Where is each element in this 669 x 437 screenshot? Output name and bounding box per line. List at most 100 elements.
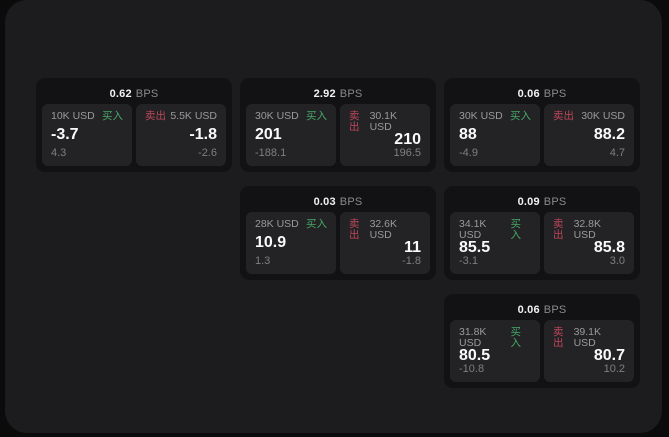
quote-card: 0.06 BPS 30K USD 买入 88 -4.9 卖出 30K USD 8… bbox=[444, 78, 640, 172]
sell-side-label: 卖出 bbox=[145, 110, 166, 122]
sell-side-label: 卖出 bbox=[349, 110, 360, 133]
buy-panel[interactable]: 34.1K USD 买入 85.5 -3.1 bbox=[450, 212, 540, 274]
sell-side-label: 卖出 bbox=[553, 110, 574, 122]
sell-panel-top: 卖出 32.8K USD bbox=[553, 219, 625, 240]
sell-panel[interactable]: 卖出 32.6K USD 11 -1.8 bbox=[340, 212, 430, 274]
sell-delta-value: 3.0 bbox=[609, 255, 625, 267]
sell-main-value: 210 bbox=[394, 131, 421, 148]
sell-panel[interactable]: 卖出 30K USD 88.2 4.7 bbox=[544, 104, 634, 166]
sell-panel[interactable]: 卖出 39.1K USD 80.7 10.2 bbox=[544, 320, 634, 382]
buy-delta-value: -4.9 bbox=[459, 147, 478, 159]
buy-side-label: 买入 bbox=[306, 110, 327, 122]
bps-value: 0.09 bbox=[517, 196, 540, 208]
quote-sub-panels: 30K USD 买入 88 -4.9 卖出 30K USD 88.2 4.7 bbox=[450, 104, 634, 166]
bps-value: 0.06 bbox=[517, 88, 540, 100]
buy-delta-value: 4.3 bbox=[51, 147, 67, 159]
sell-delta-value: 4.7 bbox=[609, 147, 625, 159]
bps-header: 0.62 BPS bbox=[42, 84, 226, 104]
app-panel: 0.62 BPS 10K USD 买入 -3.7 4.3 卖出 5.5K USD… bbox=[5, 0, 662, 433]
buy-main-value: 88 bbox=[459, 125, 477, 143]
buy-side-label: 买入 bbox=[306, 218, 327, 230]
buy-side-label: 买入 bbox=[510, 110, 531, 122]
sell-delta-value: 196.5 bbox=[393, 147, 421, 159]
buy-side-label: 买入 bbox=[102, 110, 123, 122]
buy-delta-value: -188.1 bbox=[255, 147, 287, 159]
buy-panel-top: 30K USD 买入 bbox=[255, 111, 327, 122]
sell-amount: 32.8K USD bbox=[573, 218, 602, 241]
sell-main-value: 80.7 bbox=[593, 347, 625, 364]
sell-panel-top: 卖出 30K USD bbox=[553, 111, 625, 122]
quote-card: 0.62 BPS 10K USD 买入 -3.7 4.3 卖出 5.5K USD… bbox=[36, 78, 232, 172]
sell-side-label: 卖出 bbox=[553, 326, 564, 349]
sell-panel-top: 卖出 5.5K USD bbox=[145, 111, 217, 122]
buy-panel[interactable]: 30K USD 买入 88 -4.9 bbox=[450, 104, 540, 166]
buy-panel-top: 34.1K USD 买入 bbox=[459, 219, 531, 240]
buy-main-value: -3.7 bbox=[51, 125, 79, 143]
buy-panel-top: 28K USD 买入 bbox=[255, 219, 327, 230]
quote-sub-panels: 30K USD 买入 201 -188.1 卖出 30.1K USD 210 1… bbox=[246, 104, 430, 166]
buy-panel[interactable]: 28K USD 买入 10.9 1.3 bbox=[246, 212, 336, 274]
sell-delta-value: -1.8 bbox=[402, 255, 421, 267]
sell-amount: 5.5K USD bbox=[170, 110, 217, 122]
quote-card: 0.03 BPS 28K USD 买入 10.9 1.3 卖出 32.6K US… bbox=[240, 186, 436, 280]
quote-card: 2.92 BPS 30K USD 买入 201 -188.1 卖出 30.1K … bbox=[240, 78, 436, 172]
buy-amount: 10K USD bbox=[51, 110, 95, 122]
buy-delta-value: -10.8 bbox=[459, 363, 485, 375]
buy-panel-top: 31.8K USD 买入 bbox=[459, 327, 531, 348]
quote-sub-panels: 31.8K USD 买入 80.5 -10.8 卖出 39.1K USD 80.… bbox=[450, 320, 634, 382]
sell-amount: 30.1K USD bbox=[369, 110, 398, 133]
sell-panel-top: 卖出 32.6K USD bbox=[349, 219, 421, 240]
bps-header: 0.06 BPS bbox=[450, 300, 634, 320]
sell-main-value: -1.8 bbox=[189, 125, 217, 143]
buy-main-value: 201 bbox=[255, 125, 282, 143]
buy-panel-top: 10K USD 买入 bbox=[51, 111, 123, 122]
bps-unit-label: BPS bbox=[543, 304, 567, 316]
buy-delta-value: 1.3 bbox=[255, 255, 271, 267]
bps-header: 2.92 BPS bbox=[246, 84, 430, 104]
bps-header: 0.06 BPS bbox=[450, 84, 634, 104]
bps-unit-label: BPS bbox=[135, 88, 159, 100]
bps-header: 0.09 BPS bbox=[450, 192, 634, 212]
bps-header: 0.03 BPS bbox=[246, 192, 430, 212]
quote-sub-panels: 28K USD 买入 10.9 1.3 卖出 32.6K USD 11 -1.8 bbox=[246, 212, 430, 274]
bps-value: 0.62 bbox=[109, 88, 132, 100]
sell-amount: 32.6K USD bbox=[369, 218, 398, 241]
bps-unit-label: BPS bbox=[339, 196, 363, 208]
sell-panel[interactable]: 卖出 32.8K USD 85.8 3.0 bbox=[544, 212, 634, 274]
sell-side-label: 卖出 bbox=[553, 218, 564, 241]
buy-main-value: 10.9 bbox=[255, 233, 287, 251]
quote-sub-panels: 10K USD 买入 -3.7 4.3 卖出 5.5K USD -1.8 -2.… bbox=[42, 104, 226, 166]
sell-main-value: 11 bbox=[404, 239, 421, 256]
quote-card: 0.06 BPS 31.8K USD 买入 80.5 -10.8 卖出 39.1… bbox=[444, 294, 640, 388]
sell-panel-top: 卖出 30.1K USD bbox=[349, 111, 421, 132]
buy-amount: 28K USD bbox=[255, 218, 299, 230]
sell-panel[interactable]: 卖出 30.1K USD 210 196.5 bbox=[340, 104, 430, 166]
sell-panel-top: 卖出 39.1K USD bbox=[553, 327, 625, 348]
buy-side-label: 买入 bbox=[510, 326, 521, 349]
buy-amount: 30K USD bbox=[255, 110, 299, 122]
bps-value: 0.03 bbox=[313, 196, 336, 208]
buy-panel[interactable]: 30K USD 买入 201 -188.1 bbox=[246, 104, 336, 166]
sell-delta-value: 10.2 bbox=[603, 363, 625, 375]
buy-panel-top: 30K USD 买入 bbox=[459, 111, 531, 122]
sell-panel[interactable]: 卖出 5.5K USD -1.8 -2.6 bbox=[136, 104, 226, 166]
sell-side-label: 卖出 bbox=[349, 218, 360, 241]
bps-unit-label: BPS bbox=[543, 88, 567, 100]
buy-panel[interactable]: 10K USD 买入 -3.7 4.3 bbox=[42, 104, 132, 166]
buy-delta-value: -3.1 bbox=[459, 255, 478, 267]
sell-main-value: 85.8 bbox=[593, 239, 625, 256]
buy-main-value: 85.5 bbox=[459, 239, 491, 256]
quote-cards-grid: 0.62 BPS 10K USD 买入 -3.7 4.3 卖出 5.5K USD… bbox=[36, 78, 640, 388]
buy-panel[interactable]: 31.8K USD 买入 80.5 -10.8 bbox=[450, 320, 540, 382]
sell-delta-value: -2.6 bbox=[198, 147, 217, 159]
bps-value: 0.06 bbox=[517, 304, 540, 316]
buy-amount: 31.8K USD bbox=[459, 326, 487, 349]
buy-amount: 30K USD bbox=[459, 110, 503, 122]
sell-amount: 30K USD bbox=[581, 110, 625, 122]
sell-main-value: 88.2 bbox=[593, 125, 625, 143]
quote-sub-panels: 34.1K USD 买入 85.5 -3.1 卖出 32.8K USD 85.8… bbox=[450, 212, 634, 274]
bps-unit-label: BPS bbox=[543, 196, 567, 208]
buy-main-value: 80.5 bbox=[459, 347, 491, 364]
buy-amount: 34.1K USD bbox=[459, 218, 487, 241]
buy-side-label: 买入 bbox=[510, 218, 521, 241]
